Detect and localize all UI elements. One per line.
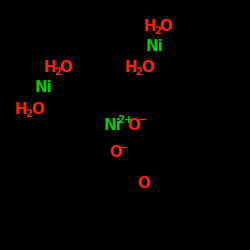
Text: −: − [138,115,147,125]
Text: O: O [31,102,44,118]
Text: 2: 2 [25,109,32,119]
Text: Ni: Ni [35,80,53,96]
Text: O: O [60,60,72,75]
Text: O: O [109,145,122,160]
Text: 2: 2 [135,67,142,77]
Text: −: − [119,142,128,152]
Text: H: H [144,19,156,34]
Text: Ni: Ni [104,118,122,132]
Text: O: O [128,118,140,132]
Text: H: H [125,60,138,75]
Text: 2: 2 [54,67,61,77]
Text: O: O [160,19,172,34]
Text: Ni: Ni [146,39,164,54]
Text: 2: 2 [154,26,161,36]
Text: O: O [137,176,150,190]
Text: 2+: 2+ [118,115,134,125]
Text: O: O [141,60,154,75]
Text: H: H [15,102,28,118]
Text: H: H [44,60,56,75]
